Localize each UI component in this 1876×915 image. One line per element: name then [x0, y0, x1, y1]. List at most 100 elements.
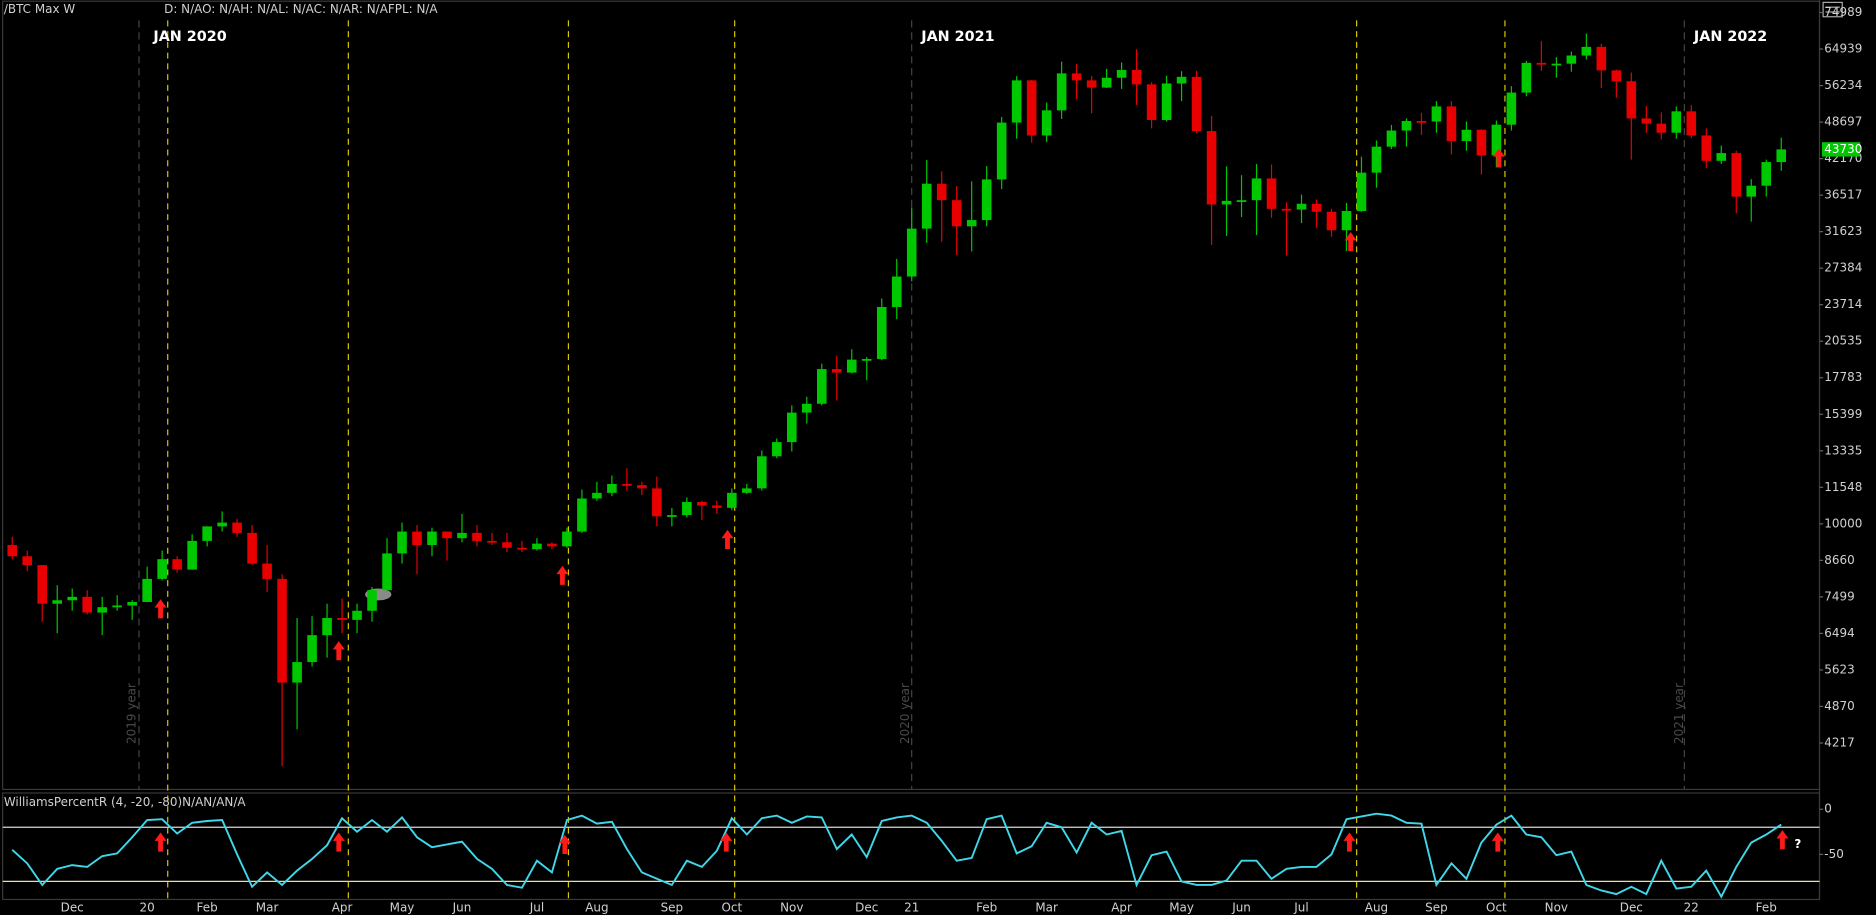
candle-body	[1551, 63, 1562, 66]
candle-body	[1776, 149, 1787, 163]
candle-body	[1716, 153, 1727, 161]
x-tick-label: Sep	[1425, 900, 1448, 914]
candle-body	[1206, 131, 1217, 205]
candle-body	[951, 200, 962, 227]
candle-body	[1461, 129, 1472, 141]
candle-body	[487, 540, 497, 543]
x-tick-label: Dec	[61, 900, 84, 914]
candle-body	[187, 540, 197, 570]
candle-body	[1566, 55, 1577, 64]
candle-body	[652, 488, 662, 517]
y-tick-label: 74989	[1824, 5, 1862, 19]
y-tick-label: 27384	[1824, 261, 1862, 275]
y-tick-label: 31623	[1824, 224, 1862, 238]
candle-body	[67, 596, 77, 601]
candle-body	[712, 505, 722, 508]
candle-body	[1596, 46, 1607, 71]
candle-body	[1701, 135, 1712, 161]
x-tick-label: Oct	[1486, 900, 1507, 914]
candle-body	[1581, 46, 1592, 56]
candle-body	[427, 531, 437, 546]
x-tick-label: Feb	[976, 900, 997, 914]
candle-body	[562, 531, 572, 547]
signal-arrow	[332, 832, 345, 852]
candle-body	[1086, 80, 1097, 88]
y-tick-label: 56234	[1824, 78, 1862, 92]
candle-body	[1491, 124, 1502, 156]
candle-body	[52, 600, 62, 604]
candle-body	[1131, 69, 1142, 85]
candle-body	[37, 565, 48, 604]
candle-body	[112, 605, 122, 608]
williams-r-line	[11, 812, 1782, 899]
candle-body	[1056, 73, 1067, 111]
signal-arrow	[332, 641, 345, 661]
candle-body	[727, 492, 737, 508]
x-tick-label: Mar	[256, 900, 279, 914]
candle-body	[1611, 70, 1622, 82]
candle-body	[1191, 76, 1202, 132]
signal-arrow	[154, 832, 167, 852]
candle-body	[1506, 92, 1517, 125]
candle-body	[217, 522, 227, 527]
candle-body	[996, 122, 1007, 180]
candle-body	[891, 276, 902, 308]
candle-body	[1671, 111, 1682, 133]
candle-body	[202, 526, 212, 541]
candle-body	[1251, 178, 1262, 201]
quote-line: D: N/AO: N/AH: N/AL: N/AC: N/AR: N/AFPL:…	[164, 2, 438, 16]
x-tick-label: Oct	[721, 900, 742, 914]
signal-arrow	[721, 529, 734, 549]
candle-body	[1296, 203, 1307, 210]
candle-body	[1146, 84, 1157, 120]
candle-body	[97, 607, 107, 613]
candle-body	[622, 483, 632, 486]
x-tick-label: May	[1169, 900, 1194, 914]
candle-body	[1026, 80, 1037, 136]
signal-annotation: ?	[1794, 837, 1801, 851]
signal-arrow	[1344, 232, 1357, 252]
y-tick-label: -50	[1824, 847, 1844, 861]
candle-body	[592, 492, 602, 499]
signal-arrow	[154, 599, 167, 619]
x-tick-label: Nov	[780, 900, 803, 914]
candle-body	[1386, 130, 1397, 147]
candle-body	[637, 485, 647, 489]
candle-body	[502, 542, 512, 548]
x-tick-label: Dec	[1620, 900, 1643, 914]
candle-body	[397, 531, 407, 554]
candle-body	[1281, 208, 1292, 211]
settings-icon[interactable]	[1822, 1, 1843, 18]
candle-body	[1536, 62, 1547, 65]
candle-body	[412, 531, 422, 546]
x-tick-label: Apr	[332, 900, 353, 914]
y-tick-label: 6494	[1824, 626, 1854, 640]
x-tick-label: 22	[1684, 900, 1699, 914]
candle-body	[1071, 73, 1082, 81]
candle-body	[697, 501, 707, 506]
y-tick-label: 23714	[1824, 297, 1862, 311]
candle-body	[876, 307, 887, 359]
x-tick-label: Jul	[529, 900, 544, 914]
y-tick-label: 36517	[1824, 188, 1862, 202]
x-tick-label: Feb	[197, 900, 218, 914]
candle-body	[1656, 123, 1667, 133]
signal-arrow	[1491, 832, 1504, 852]
candle-body	[1116, 69, 1127, 78]
x-tick-label: Mar	[1035, 900, 1058, 914]
candle-body	[1221, 200, 1232, 205]
signal-arrow	[1492, 148, 1505, 168]
candle-body	[1176, 76, 1187, 84]
signal-arrow	[1776, 830, 1789, 850]
y-tick-label: 11548	[1824, 480, 1862, 494]
candle-body	[307, 635, 317, 663]
candle-body	[802, 403, 812, 413]
candle-body	[577, 498, 587, 532]
y-tick-label: 4217	[1824, 735, 1854, 749]
candle-body	[1416, 121, 1427, 123]
candle-body	[1236, 200, 1247, 202]
candle-body	[1431, 106, 1442, 122]
